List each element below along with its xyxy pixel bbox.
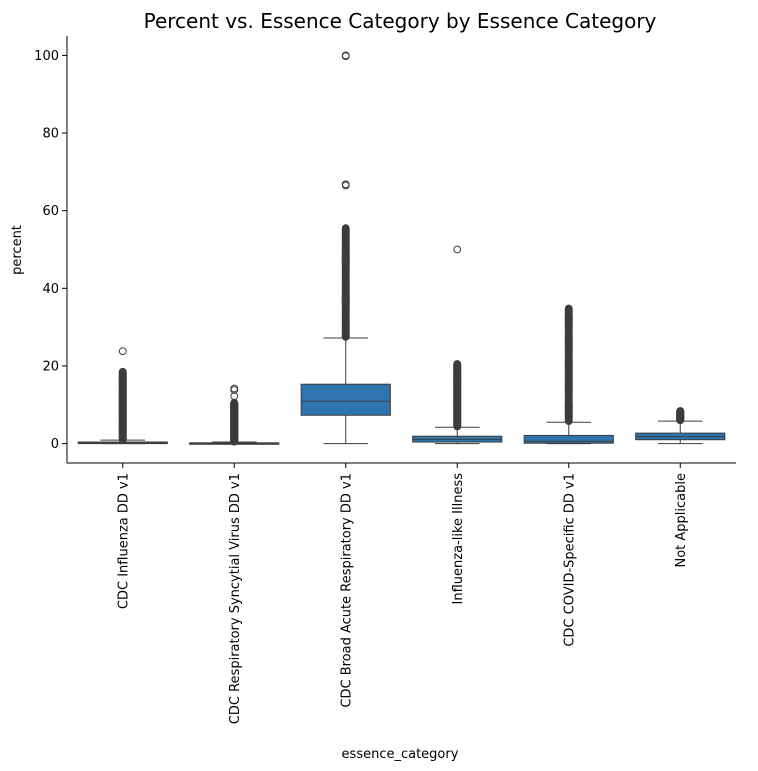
box-group [300, 51, 391, 445]
box-group [412, 245, 503, 445]
outlier-point [453, 245, 462, 254]
outlier-point [341, 180, 350, 189]
outlier-point [341, 51, 350, 60]
box-group [77, 347, 168, 445]
y-tick-label: 60 [42, 204, 59, 219]
outlier-point [564, 304, 573, 313]
box-iqr [523, 434, 614, 444]
y-tick-label: 40 [42, 282, 59, 297]
outlier-point [341, 224, 350, 233]
plot-area [77, 51, 726, 446]
y-tick-label: 0 [51, 437, 59, 452]
outlier-point [118, 347, 127, 356]
y-axis-label: percent [10, 225, 25, 275]
y-axis-ticks: 0 20 40 60 80 100 [34, 49, 67, 452]
box-group [635, 407, 726, 445]
x-axis-label: essence_category [342, 747, 459, 762]
x-tick-label: CDC COVID-Specific DD v1 [562, 473, 577, 647]
outlier-point [676, 407, 685, 415]
y-tick-label: 100 [34, 49, 59, 64]
outlier-point [230, 392, 239, 401]
outlier-point [453, 360, 462, 368]
box-group [523, 304, 614, 445]
x-axis-ticks: CDC Influenza DD v1 CDC Respiratory Syncy… [116, 463, 689, 724]
x-tick-label: CDC Broad Acute Respiratory DD v1 [339, 473, 354, 708]
x-tick-label: CDC Influenza DD v1 [116, 473, 131, 609]
x-tick-label: CDC Respiratory Syncytial Virus DD v1 [228, 473, 243, 724]
y-tick-label: 80 [42, 127, 59, 142]
outlier-point [118, 367, 127, 376]
outlier-point [230, 384, 239, 393]
box-group [189, 384, 280, 446]
chart-title: Percent vs. Essence Category by Essence … [144, 9, 657, 33]
x-tick-label: Not Applicable [674, 473, 689, 568]
x-tick-label: Influenza-like Illness [451, 473, 466, 605]
box-iqr [300, 383, 391, 416]
y-tick-label: 20 [42, 359, 59, 374]
